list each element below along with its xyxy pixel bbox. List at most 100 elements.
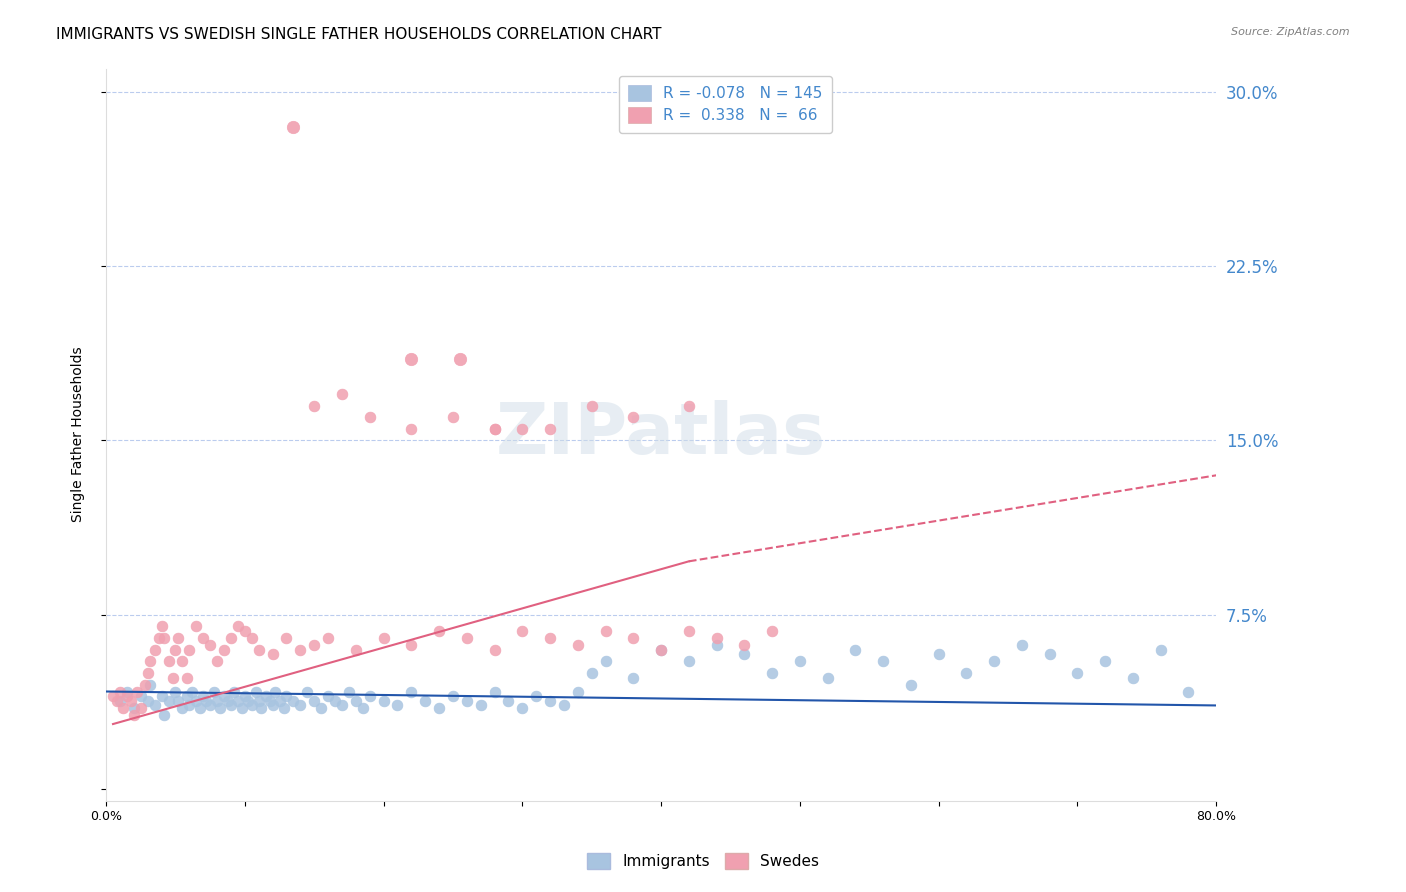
Point	[115, 689, 138, 703]
Point	[706, 638, 728, 652]
Point	[236, 694, 259, 708]
Point	[330, 387, 353, 401]
Point	[524, 689, 547, 703]
Point	[136, 694, 159, 708]
Point	[297, 684, 319, 698]
Point	[484, 422, 506, 436]
Point	[498, 694, 520, 708]
Point	[484, 422, 506, 436]
Point	[193, 631, 215, 645]
Point	[129, 700, 152, 714]
Point	[273, 700, 295, 714]
Point	[233, 624, 256, 638]
Point	[208, 700, 231, 714]
Point	[219, 698, 242, 713]
Point	[302, 638, 325, 652]
Point	[1150, 642, 1173, 657]
Point	[316, 631, 339, 645]
Point	[678, 399, 700, 413]
Point	[1011, 638, 1033, 652]
Point	[449, 352, 471, 367]
Text: Source: ZipAtlas.com: Source: ZipAtlas.com	[1232, 27, 1350, 37]
Point	[167, 631, 190, 645]
Point	[1122, 671, 1144, 685]
Point	[219, 631, 242, 645]
Point	[650, 642, 672, 657]
Point	[1177, 684, 1199, 698]
Point	[148, 631, 170, 645]
Point	[259, 694, 281, 708]
Point	[330, 698, 353, 713]
Point	[108, 694, 131, 708]
Point	[125, 684, 148, 698]
Point	[172, 654, 194, 668]
Point	[111, 700, 134, 714]
Point	[105, 694, 128, 708]
Point	[108, 684, 131, 698]
Point	[621, 631, 644, 645]
Point	[309, 700, 332, 714]
Point	[470, 698, 492, 713]
Point	[150, 689, 173, 703]
Point	[484, 642, 506, 657]
Point	[344, 642, 367, 657]
Point	[595, 624, 617, 638]
Point	[621, 410, 644, 425]
Point	[129, 689, 152, 703]
Point	[139, 677, 162, 691]
Point	[186, 619, 208, 633]
Point	[538, 631, 561, 645]
Point	[165, 642, 187, 657]
Point	[678, 624, 700, 638]
Point	[115, 684, 138, 698]
Point	[143, 698, 166, 713]
Point	[413, 694, 436, 708]
Point	[441, 689, 464, 703]
Point	[226, 694, 249, 708]
Point	[928, 648, 950, 662]
Point	[245, 684, 267, 698]
Point	[427, 700, 450, 714]
Point	[162, 671, 184, 685]
Point	[538, 422, 561, 436]
Point	[983, 654, 1005, 668]
Point	[136, 665, 159, 680]
Point	[900, 677, 922, 691]
Point	[176, 689, 198, 703]
Point	[190, 700, 212, 714]
Point	[264, 684, 287, 698]
Point	[165, 684, 187, 698]
Point	[250, 700, 273, 714]
Text: IMMIGRANTS VS SWEDISH SINGLE FATHER HOUSEHOLDS CORRELATION CHART: IMMIGRANTS VS SWEDISH SINGLE FATHER HOUS…	[56, 27, 662, 42]
Point	[186, 694, 208, 708]
Point	[538, 694, 561, 708]
Point	[1094, 654, 1116, 668]
Point	[401, 638, 423, 652]
Point	[181, 684, 204, 698]
Point	[761, 624, 783, 638]
Point	[269, 694, 291, 708]
Point	[650, 642, 672, 657]
Point	[139, 654, 162, 668]
Point	[337, 684, 360, 698]
Point	[290, 698, 312, 713]
Point	[484, 684, 506, 698]
Point	[359, 689, 381, 703]
Point	[179, 698, 201, 713]
Point	[387, 698, 409, 713]
Point	[157, 654, 180, 668]
Point	[621, 671, 644, 685]
Point	[316, 689, 339, 703]
Point	[706, 631, 728, 645]
Point	[153, 631, 176, 645]
Point	[134, 677, 156, 691]
Point	[401, 422, 423, 436]
Point	[120, 694, 142, 708]
Point	[512, 422, 534, 436]
Point	[122, 700, 145, 714]
Point	[456, 631, 478, 645]
Point	[283, 694, 305, 708]
Point	[567, 684, 589, 698]
Point	[512, 624, 534, 638]
Point	[441, 410, 464, 425]
